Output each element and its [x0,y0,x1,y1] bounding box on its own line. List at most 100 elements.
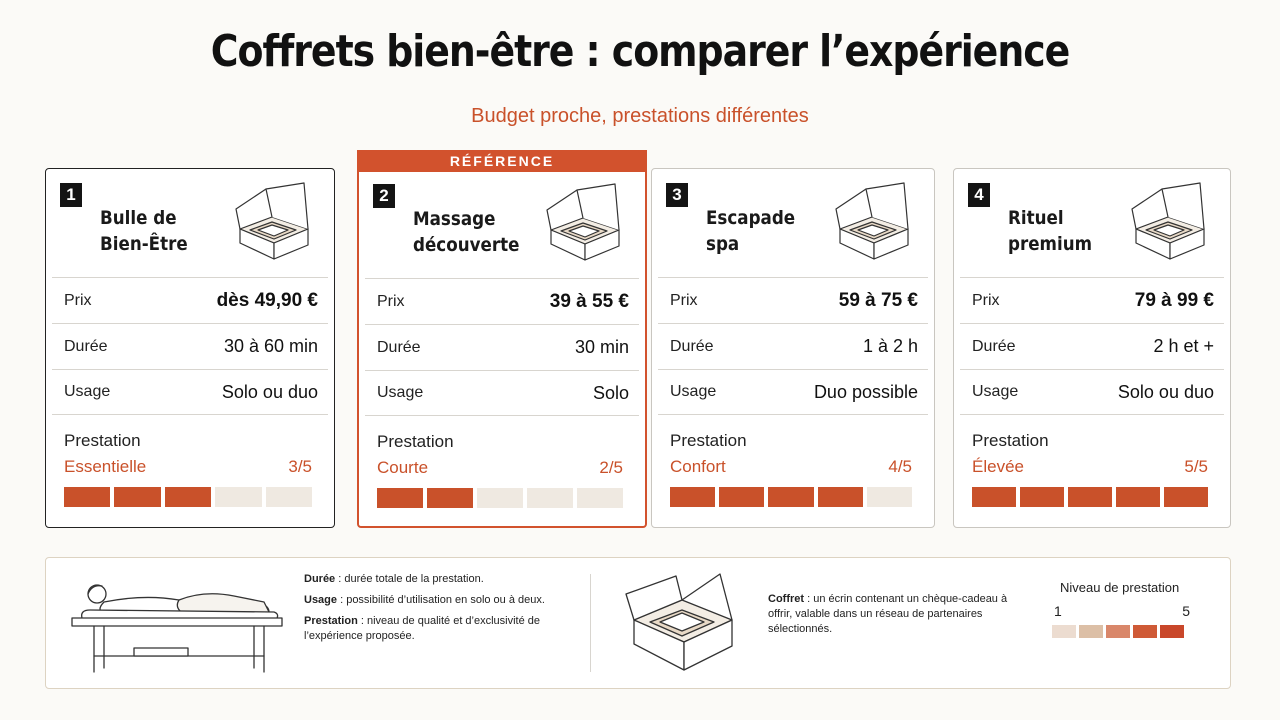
service-label: Prestation [670,431,747,450]
card-number: 3 [666,183,688,207]
price-row: Prix dès 49,90 € [52,277,328,323]
card-name: Bulle de Bien-Être [100,207,188,255]
usage-label: Usage [670,383,717,400]
gift-box-icon [834,181,916,261]
scale-swatches [1052,625,1202,638]
scale-swatch [1160,625,1184,638]
scale-swatch [1133,625,1157,638]
duration-value: 2 h et + [1153,336,1214,356]
usage-value: Duo possible [813,381,918,402]
reference-banner: RÉFÉRENCE [357,150,647,172]
price-row: Prix 39 à 55 € [365,278,639,324]
level-segment [114,487,161,507]
legend-divider [590,574,591,672]
card-number: 1 [60,183,82,207]
price-label: Prix [670,291,698,309]
level-segment [719,487,765,507]
usage-value: Solo [592,382,629,403]
duration-row: Durée 2 h et + [960,323,1224,369]
level-segment [1116,487,1160,507]
price-value: dès 49,90 € [216,289,318,311]
usage-value: Solo ou duo [221,381,318,402]
level-segment [427,488,473,508]
card-name: Rituel premium [1008,207,1093,255]
usage-row: Usage Duo possible [658,369,928,415]
duration-value: 1 à 2 h [862,336,918,356]
level-segment [1068,487,1112,507]
scale-swatch [1052,625,1076,638]
card-number: 2 [373,184,395,208]
level-segment [527,488,573,508]
usage-label: Usage [64,383,111,400]
card-number: 4 [968,183,990,207]
scale-swatch [1079,625,1103,638]
duration-value: 30 min [574,337,629,357]
level-segment [817,487,863,507]
level-segment [215,487,262,507]
card-name: Escapade spa [706,207,796,255]
price-row: Prix 79 à 99 € [960,277,1224,323]
service-label: Prestation [972,431,1049,450]
level-segment [866,487,913,507]
level-segment [1020,487,1064,507]
service-level-score: 5/5 [1184,457,1208,476]
service-level-word: Essentielle [64,457,147,476]
service-level-word: Confort [670,457,726,476]
legend-definitions: Durée : durée totale de la prestation. U… [304,573,545,642]
price-label: Prix [972,291,1000,309]
level-segment [265,487,313,507]
service-level-score: 2/5 [599,458,623,477]
scale-max: 5 [1182,603,1190,619]
level-segment [477,488,523,508]
service-level-bar [972,487,1208,507]
level-segment [768,487,814,507]
service-label: Prestation [64,431,141,450]
duration-row: Durée 30 min [365,324,639,370]
card-name: Massage découverte [413,208,520,256]
level-scale: Niveau de prestation 1 5 [1052,580,1202,638]
coffret-definition: Coffret : un écrin contenant un chèque-c… [768,593,1008,635]
gift-box-illustration [625,573,733,671]
gift-box-icon [1130,181,1212,261]
duration-label: Durée [377,338,421,356]
usage-row: Usage Solo [365,370,639,416]
price-value: 79 à 99 € [1134,289,1214,311]
duration-row: Durée 30 à 60 min [52,323,328,369]
offer-card-4: 4 Rituel premium Prix 79 à 99 € Durée 2 … [953,168,1231,528]
level-segment [164,487,212,507]
price-label: Prix [64,291,92,309]
gift-box-icon [234,181,316,261]
level-segment [670,487,716,507]
service-level-word: Courte [377,458,429,477]
gift-box-icon [545,182,627,262]
scale-swatch [1106,625,1130,638]
service-level-score: 4/5 [888,457,912,476]
level-segment [377,488,423,508]
service-label: Prestation [377,432,454,451]
price-value: 59 à 75 € [838,289,918,311]
massage-table-illustration [71,584,283,673]
scale-min: 1 [1054,603,1062,619]
price-value: 39 à 55 € [549,290,629,312]
duration-label: Durée [972,337,1016,355]
scale-title: Niveau de prestation [1060,580,1180,595]
service-level-bar [377,488,623,508]
offer-card-2: RÉFÉRENCE 2 Massage découverte Prix 39 à… [357,150,647,528]
level-segment [64,487,111,507]
level-segment [1164,487,1208,507]
service-level-bar [670,487,913,507]
duration-label: Durée [670,337,714,355]
duration-row: Durée 1 à 2 h [658,323,928,369]
usage-row: Usage Solo ou duo [960,369,1224,415]
usage-value: Solo ou duo [1117,381,1214,402]
page-subtitle: Budget proche, prestations différentes [471,105,809,127]
duration-label: Durée [64,337,108,355]
price-label: Prix [377,292,405,310]
offer-card-3: 3 Escapade spa Prix 59 à 75 € Durée 1 à … [651,168,935,528]
level-segment [577,488,623,508]
legend-panel: Durée : durée totale de la prestation. U… [45,557,1231,689]
usage-label: Usage [377,384,424,401]
level-segment [972,487,1016,507]
offer-card-1: 1 Bulle de Bien-Être Prix dès 49,90 € Du… [45,168,335,528]
service-level-bar [64,487,313,507]
